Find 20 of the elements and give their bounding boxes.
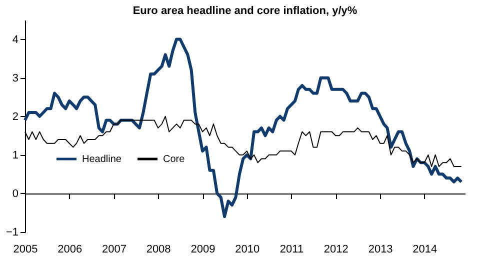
x-tick-label: 2014: [412, 244, 438, 256]
y-tick-label: 3: [12, 72, 18, 84]
x-tick-label: 2011: [280, 244, 304, 256]
y-tick-label: 2: [12, 110, 18, 123]
x-tick-label: 2008: [146, 244, 171, 256]
x-tick-label: 2010: [235, 244, 260, 256]
x-tick-label: 2012: [324, 244, 348, 256]
x-tick-label: 2005: [13, 244, 38, 256]
y-tick-label: 4: [12, 34, 18, 46]
legend-label: Core: [163, 154, 186, 165]
legend-label: Headline: [82, 154, 122, 165]
x-tick-label: 2006: [58, 244, 82, 256]
y-tick-label: 1: [12, 149, 18, 162]
x-tick-label: 2009: [190, 244, 216, 256]
y-tick-label: 0: [12, 188, 18, 200]
y-tick-label: −1: [6, 226, 18, 238]
chart-title: Euro area headline and core inflation, y/y%: [132, 5, 358, 17]
x-tick-label: 2013: [368, 244, 393, 256]
x-tick-label: 2007: [102, 244, 126, 256]
line-series: [24, 38, 463, 218]
